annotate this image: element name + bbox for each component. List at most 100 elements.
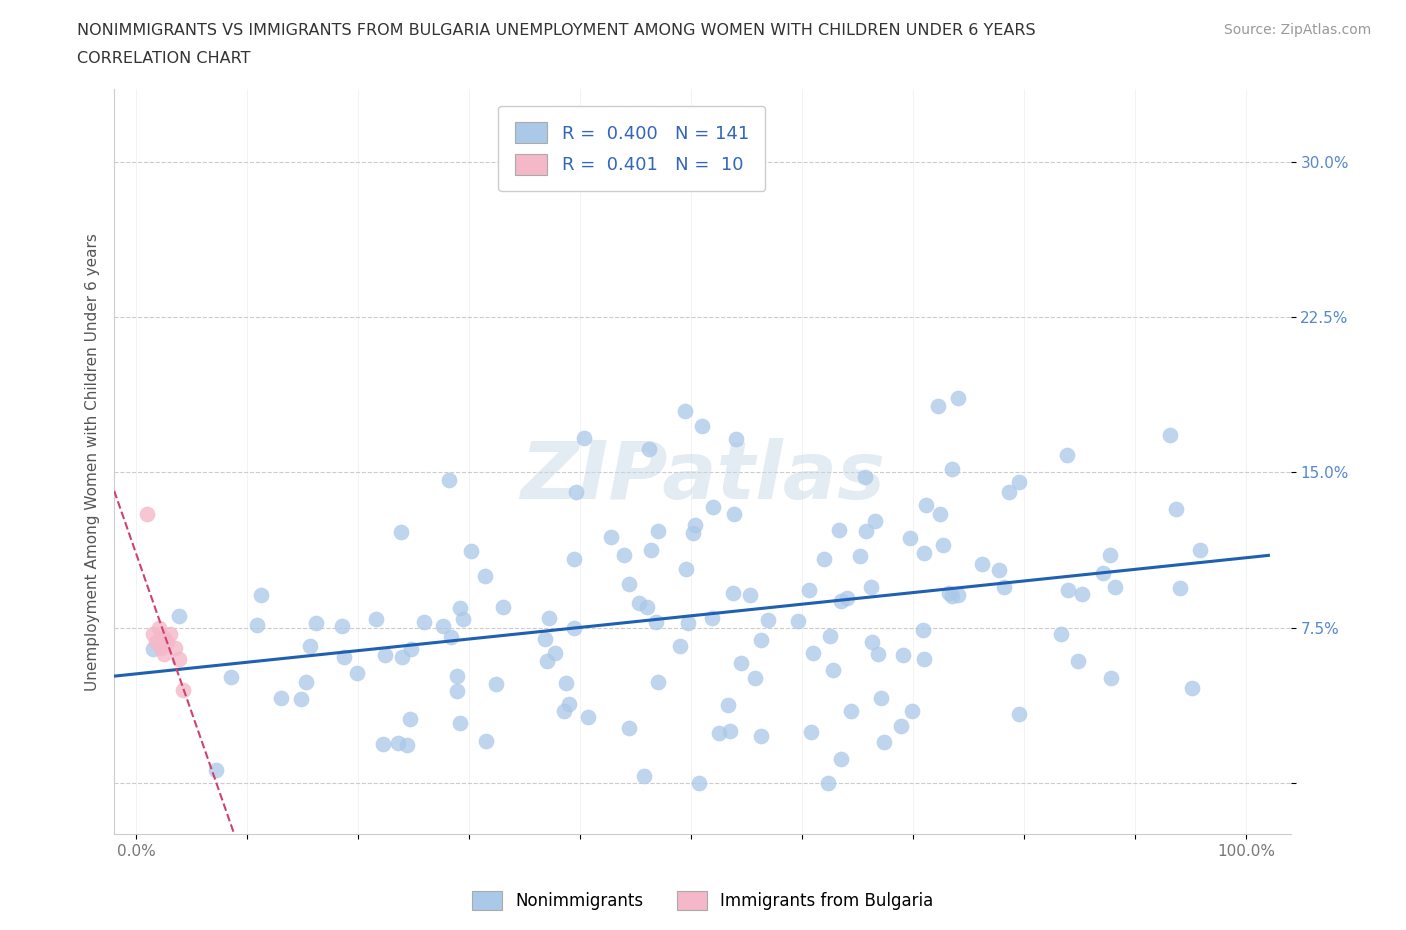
Point — [682, 525, 704, 540]
Point — [855, 524, 877, 538]
Point — [536, 653, 558, 668]
Point — [627, 595, 650, 610]
Point — [860, 580, 883, 595]
Point — [927, 399, 949, 414]
Point — [756, 612, 779, 627]
Point — [246, 618, 269, 632]
Point — [451, 611, 474, 626]
Point — [914, 498, 936, 512]
Point — [744, 671, 766, 685]
Point — [638, 441, 661, 456]
Point — [538, 611, 561, 626]
Point — [865, 513, 887, 528]
Point — [1057, 583, 1080, 598]
Point — [718, 724, 741, 738]
Text: ZIPatlas: ZIPatlas — [520, 438, 884, 516]
Point — [298, 639, 321, 654]
Point — [898, 530, 921, 545]
Point — [830, 594, 852, 609]
Point — [249, 587, 271, 602]
Point — [640, 542, 662, 557]
Point — [723, 586, 745, 601]
Point — [374, 647, 396, 662]
Point — [912, 652, 935, 667]
Text: NONIMMIGRANTS VS IMMIGRANTS FROM BULGARIA UNEMPLOYMENT AMONG WOMEN WITH CHILDREN: NONIMMIGRANTS VS IMMIGRANTS FROM BULGARI… — [77, 23, 1036, 38]
Point — [647, 524, 669, 538]
Point — [1008, 474, 1031, 489]
Point — [555, 675, 578, 690]
Point — [432, 618, 454, 633]
Text: CORRELATION CHART: CORRELATION CHART — [77, 51, 250, 66]
Point — [723, 507, 745, 522]
Point — [600, 530, 623, 545]
Point — [751, 632, 773, 647]
Point — [544, 645, 567, 660]
Point — [165, 641, 187, 656]
Point — [912, 546, 935, 561]
Point — [1104, 579, 1126, 594]
Point — [440, 630, 463, 644]
Point — [707, 725, 730, 740]
Point — [941, 589, 963, 604]
Point — [970, 557, 993, 572]
Point — [801, 645, 824, 660]
Point — [1071, 587, 1094, 602]
Point — [290, 691, 312, 706]
Point — [449, 601, 471, 616]
Point — [725, 432, 748, 446]
Point — [534, 631, 557, 646]
Point — [149, 641, 172, 656]
Point — [142, 642, 165, 657]
Point — [673, 404, 696, 418]
Point — [645, 615, 668, 630]
Point — [167, 651, 190, 666]
Point — [890, 719, 912, 734]
Point — [333, 650, 356, 665]
Point — [647, 674, 669, 689]
Point — [730, 655, 752, 670]
Point — [1181, 681, 1204, 696]
Point — [346, 666, 368, 681]
Point — [987, 563, 1010, 578]
Point — [391, 650, 413, 665]
Point — [492, 600, 515, 615]
Point — [891, 647, 914, 662]
Point — [172, 683, 194, 698]
Point — [1067, 654, 1090, 669]
Point — [683, 518, 706, 533]
Y-axis label: Unemployment Among Women with Children Under 6 years: Unemployment Among Women with Children U… — [86, 233, 100, 691]
Point — [636, 600, 658, 615]
Point — [484, 677, 506, 692]
Point — [446, 684, 468, 698]
Point — [294, 675, 316, 690]
Point — [564, 485, 586, 500]
Point — [305, 615, 328, 630]
Point — [145, 634, 167, 649]
Point — [1007, 707, 1029, 722]
Point — [738, 588, 761, 603]
Point — [749, 728, 772, 743]
Point — [692, 418, 714, 433]
Point — [169, 609, 191, 624]
Point — [153, 631, 176, 645]
Point — [617, 721, 640, 736]
Point — [373, 737, 395, 751]
Point — [872, 735, 894, 750]
Point — [399, 711, 422, 726]
Point — [821, 663, 844, 678]
Point — [828, 523, 851, 538]
Point — [153, 647, 176, 662]
Point — [676, 616, 699, 631]
Point — [869, 690, 891, 705]
Point — [395, 737, 418, 752]
Point — [948, 588, 970, 603]
Point — [702, 610, 724, 625]
Point — [474, 568, 496, 583]
Point — [332, 618, 354, 633]
Point — [800, 724, 823, 739]
Point — [204, 763, 226, 777]
Point — [797, 582, 820, 597]
Point — [839, 704, 862, 719]
Point — [813, 551, 835, 566]
Point — [617, 577, 640, 591]
